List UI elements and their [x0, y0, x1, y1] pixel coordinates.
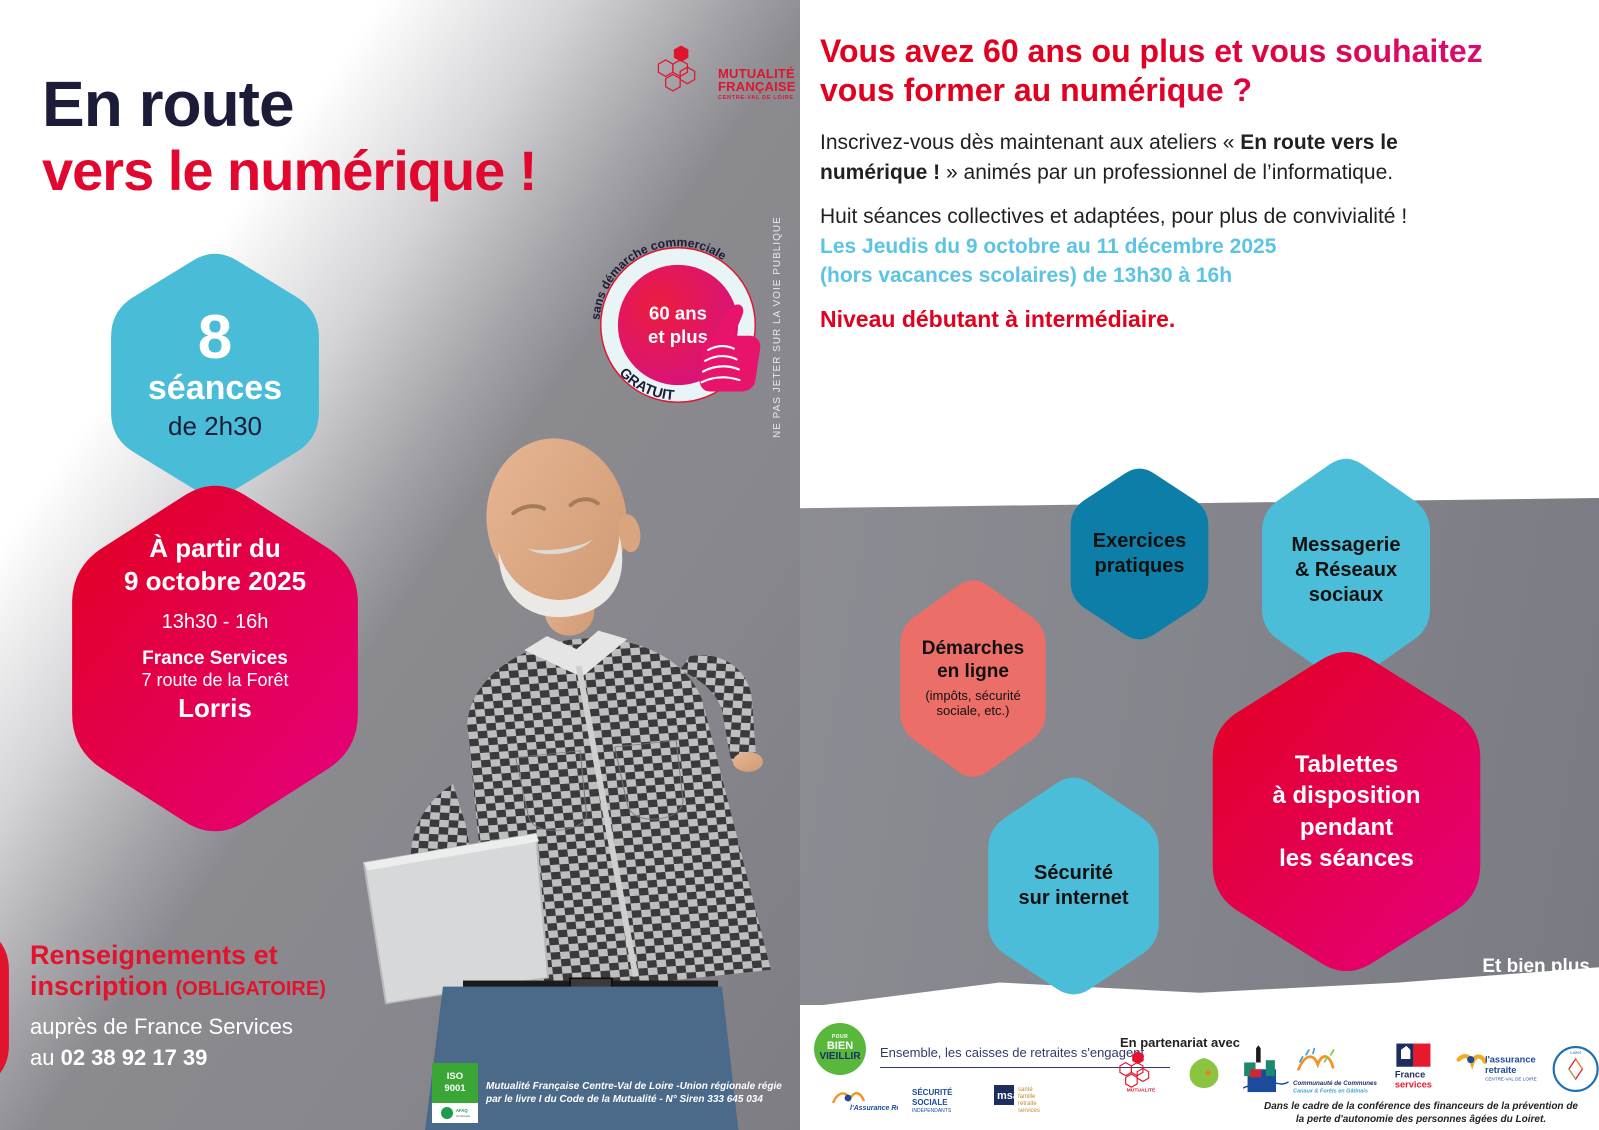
svg-text:famille: famille: [1018, 1094, 1036, 1100]
svg-text:Certification: Certification: [456, 1114, 470, 1118]
svg-text:INDÉPENDANTS: INDÉPENDANTS: [912, 1107, 952, 1113]
svg-text:CENTRE-VAL DE LOIRE: CENTRE-VAL DE LOIRE: [1485, 1076, 1537, 1081]
svg-text:Loiret: Loiret: [1570, 1050, 1581, 1055]
svg-text:Canaux & Forêts en Gâtinais: Canaux & Forêts en Gâtinais: [1293, 1089, 1368, 1095]
svg-text:retraite: retraite: [1018, 1101, 1037, 1107]
svg-text:et plus: et plus: [648, 326, 708, 347]
svg-text:Communauté de Communes: Communauté de Communes: [1293, 1080, 1377, 1087]
svg-text:services: services: [1018, 1108, 1040, 1113]
svg-text:AFAQ: AFAQ: [456, 1108, 468, 1113]
svg-text:santé: santé: [1018, 1087, 1033, 1093]
svg-text:SÉCURITÉ: SÉCURITÉ: [912, 1088, 953, 1097]
svg-text:services: services: [1395, 1080, 1432, 1090]
svg-text:SOCIALE: SOCIALE: [912, 1098, 948, 1107]
svg-text:retraite: retraite: [1485, 1065, 1516, 1075]
svg-text:60 ans: 60 ans: [649, 302, 707, 323]
svg-text:l'assurance: l'assurance: [1485, 1054, 1536, 1064]
svg-text:msa: msa: [997, 1090, 1020, 1102]
svg-text:l'Assurance Retraite: l'Assurance Retraite: [850, 1105, 898, 1112]
svg-text:France: France: [1395, 1070, 1425, 1080]
